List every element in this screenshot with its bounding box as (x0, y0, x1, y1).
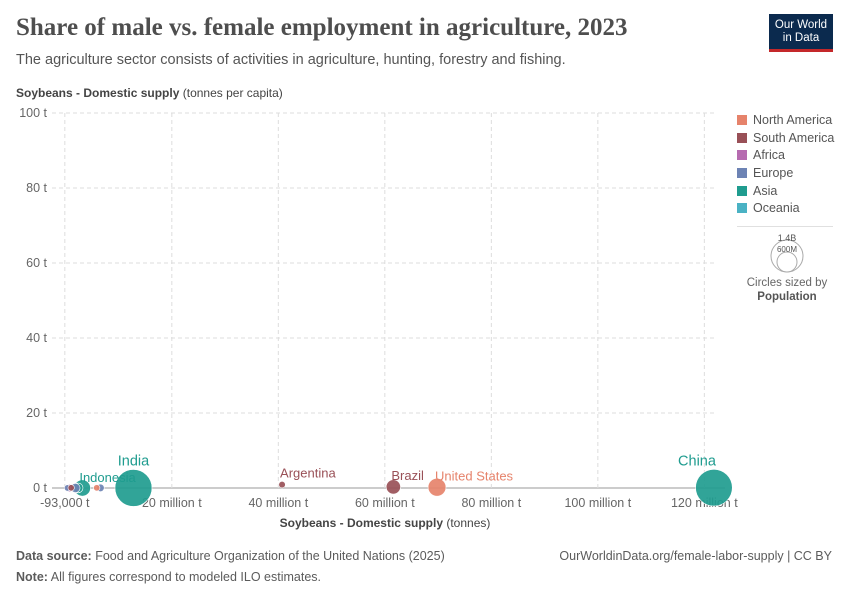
data-point (695, 468, 733, 507)
point-labels: China India United States Brazil Argentina In… (79, 453, 717, 485)
point-label: Brazil (391, 468, 424, 483)
data-point (278, 481, 286, 489)
legend-item[interactable]: Asia (737, 182, 834, 200)
point-label: India (118, 453, 150, 469)
legend-item[interactable]: Oceania (737, 199, 834, 217)
x-axis-title-main: Soybeans - Domestic supply (279, 516, 443, 530)
size-variable: Population (757, 291, 817, 303)
x-tick-labels: -93,000 t 20 million t 40 million t 60 mill… (40, 496, 738, 510)
grid-lines (52, 112, 725, 489)
legend-label: Asia (753, 183, 778, 198)
legend-item[interactable]: North America (737, 111, 834, 129)
legend-swatch (737, 203, 747, 214)
y-tick-labels: 0 t 20 t 40 t 60 t 80 t 100 t (19, 106, 47, 495)
logo-line-1: Our World (774, 19, 828, 31)
y-tick-label: 60 t (26, 256, 47, 270)
x-tick-label: 80 million t (461, 496, 521, 510)
legend-label: South America (753, 130, 835, 145)
logo-line-2: in Data (782, 32, 820, 44)
size-legend: 1.4B 600M Circles sized by Population (737, 232, 837, 304)
source-text: Food and Agriculture Organization of the… (95, 549, 445, 563)
size-label-large: 1.4B (778, 233, 797, 243)
size-circle-small (776, 251, 798, 273)
legend-label: North America (753, 112, 833, 127)
note-label: Note: (16, 570, 48, 584)
legend-item[interactable]: Africa (737, 146, 834, 164)
y-tick-label: 20 t (26, 406, 47, 420)
y-tick-label: 100 t (19, 106, 47, 120)
legend-swatch (737, 150, 747, 161)
legend-item[interactable]: Europe (737, 164, 834, 182)
data-point (114, 469, 153, 507)
legend-swatch (737, 114, 747, 125)
data-point (385, 479, 401, 495)
y-tick-label: 40 t (26, 331, 47, 345)
data-point (67, 484, 75, 492)
y-tick-label: 80 t (26, 181, 47, 195)
data-points (63, 468, 733, 507)
source-label: Data source: (16, 549, 92, 563)
size-label-small: 600M (777, 245, 797, 254)
legend-swatch (737, 132, 747, 143)
legend-item[interactable]: South America (737, 129, 834, 147)
point-label: United States (435, 468, 514, 483)
point-label: Indonesia (79, 470, 136, 485)
x-tick-label: -93,000 t (40, 496, 90, 510)
y-axis-title-unit: (tonnes per capita) (182, 86, 283, 100)
region-legend: North America South America Africa Europe As… (737, 111, 834, 217)
data-point (93, 484, 101, 492)
legend-label: Oceania (753, 201, 800, 216)
chart-subtitle: The agriculture sector consists of activ… (16, 52, 566, 68)
x-axis-title: Soybeans - Domestic supply (tonnes) (0, 516, 770, 530)
y-axis-title-main: Soybeans - Domestic supply (16, 86, 180, 100)
legend-swatch (737, 185, 747, 196)
footnote: Note: All figures correspond to modeled … (16, 570, 321, 584)
data-point (427, 477, 447, 497)
y-axis-title: Soybeans - Domestic supply (tonnes per c… (16, 86, 283, 100)
point-label: China (678, 453, 717, 469)
size-legend-circles: 1.4B 600M (770, 233, 804, 273)
x-tick-label: 60 million t (355, 496, 415, 510)
x-tick-label: 100 million t (564, 496, 631, 510)
note-text: All figures correspond to modeled ILO es… (50, 570, 322, 584)
source-url-link[interactable]: OurWorldinData.org/female-labor-supply |… (559, 549, 832, 563)
y-tick-label: 0 t (33, 481, 47, 495)
owid-logo[interactable]: Our World in Data (769, 14, 833, 52)
source-note: Data source: Food and Agriculture Organi… (16, 549, 445, 563)
legend-swatch (737, 167, 747, 178)
legend-divider (737, 226, 833, 227)
size-caption-text: Circles sized by (746, 277, 828, 289)
point-label: Argentina (280, 466, 336, 481)
legend-label: Africa (753, 148, 785, 163)
legend-label: Europe (753, 165, 794, 180)
x-tick-label: 40 million t (248, 496, 308, 510)
chart-title: Share of male vs. female employment in a… (16, 14, 628, 41)
x-axis-title-unit: (tonnes) (446, 516, 491, 530)
x-tick-label: 20 million t (142, 496, 202, 510)
